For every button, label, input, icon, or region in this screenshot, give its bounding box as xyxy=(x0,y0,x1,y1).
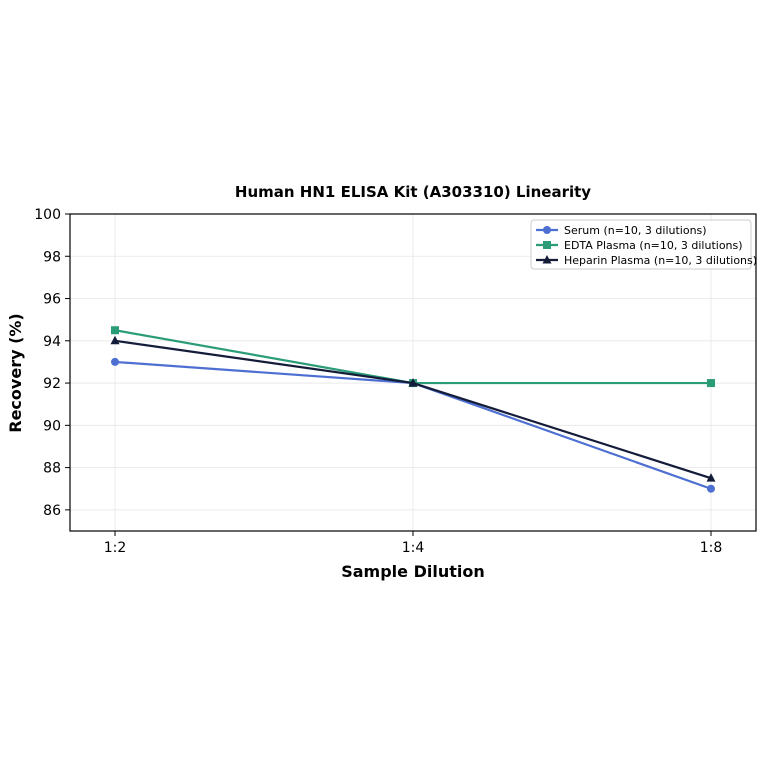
chart-title: Human HN1 ELISA Kit (A303310) Linearity xyxy=(235,183,591,201)
y-tick-label: 96 xyxy=(43,292,61,308)
legend-marker xyxy=(543,241,551,249)
y-tick-label: 94 xyxy=(43,334,61,350)
data-point xyxy=(707,379,715,388)
data-point xyxy=(111,357,119,366)
x-tick-label: 1:8 xyxy=(700,540,723,556)
x-tick-label: 1:2 xyxy=(104,540,127,556)
y-tick-label: 86 xyxy=(43,503,61,519)
legend-box xyxy=(530,219,752,270)
legend-label: Serum (n=10, 3 dilutions) xyxy=(564,224,707,237)
legend-label: Heparin Plasma (n=10, 3 dilutions) xyxy=(564,254,757,267)
legend: Serum (n=10, 3 dilutions) EDTA Plasma (n=… xyxy=(530,219,757,270)
y-tick-label: 92 xyxy=(43,376,61,392)
y-tick-label: 88 xyxy=(43,461,61,477)
x-tick-label: 1:4 xyxy=(402,540,425,556)
legend-marker xyxy=(542,255,552,264)
y-tick-label: 100 xyxy=(34,207,61,223)
data-point xyxy=(111,326,119,335)
data-point xyxy=(408,378,418,387)
data-point xyxy=(706,473,716,482)
y-tick-label: 90 xyxy=(43,418,61,434)
y-tick-label: 98 xyxy=(43,249,61,265)
axes: 86 88 90 92 94 96 98 100 1:2 1:4 1:8 xyxy=(34,207,757,556)
legend-label: EDTA Plasma (n=10, 3 dilutions) xyxy=(564,239,743,252)
legend-marker xyxy=(543,226,551,234)
series-group xyxy=(110,326,716,493)
data-point xyxy=(110,335,120,345)
y-axis-label: Recovery (%) xyxy=(6,313,25,432)
x-axis-label: Sample Dilution xyxy=(341,562,485,581)
data-point xyxy=(707,484,715,493)
